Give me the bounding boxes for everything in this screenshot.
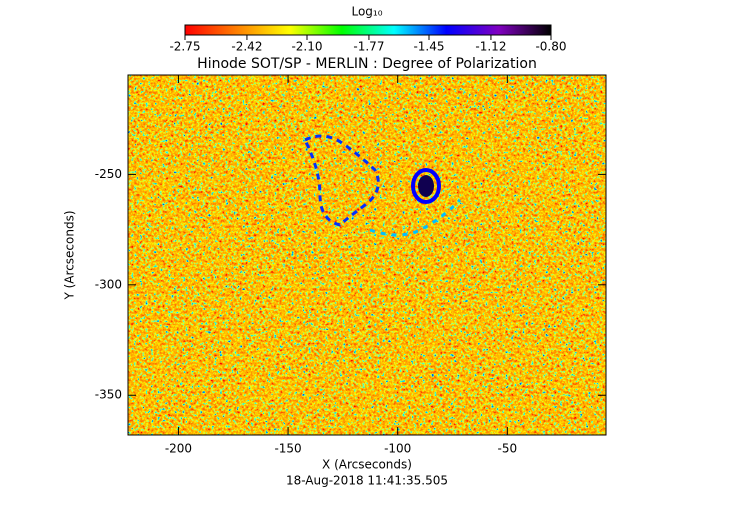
y-tick-label: -350	[95, 388, 122, 402]
colorbar-tick-label: -1.45	[413, 40, 444, 54]
colorbar-tick-label: -2.42	[231, 40, 262, 54]
date-label: 18-Aug-2018 11:41:35.505	[286, 474, 448, 488]
x-tick-label: -150	[274, 442, 301, 456]
x-axis-label: X (Arcseconds)	[322, 458, 412, 472]
y-axis-label: Y (Arcseconds)	[63, 210, 77, 300]
chart-title: Hinode SOT/SP - MERLIN : Degree of Polar…	[197, 56, 537, 72]
colorbar-tick-label: -2.10	[291, 40, 322, 54]
colorbar-tick-label: -1.77	[353, 40, 384, 54]
x-tick-label: -100	[384, 442, 411, 456]
active-region	[303, 134, 462, 237]
y-tick-label: -250	[95, 167, 122, 181]
polarization-map	[128, 75, 606, 435]
colorbar-label: Log₁₀	[351, 5, 382, 19]
colorbar-tick-label: -0.80	[535, 40, 566, 54]
x-tick-label: -200	[165, 442, 192, 456]
colorbar	[184, 24, 552, 36]
colorbar-tick-label: -1.12	[475, 40, 506, 54]
x-tick-label: -50	[498, 442, 518, 456]
colorbar-tick-label: -2.75	[169, 40, 200, 54]
y-tick-label: -300	[95, 277, 122, 291]
plot-frame	[127, 74, 607, 436]
